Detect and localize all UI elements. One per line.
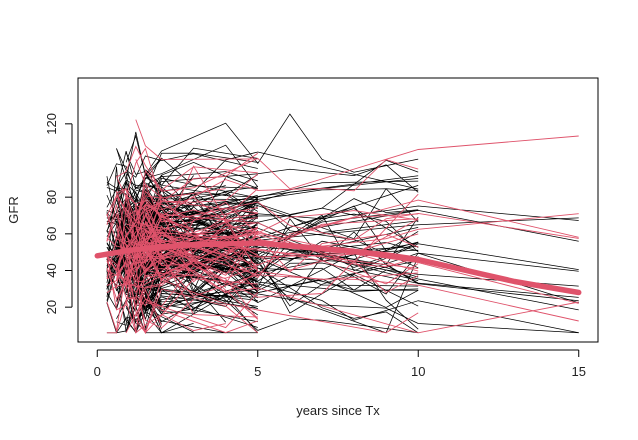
individual-line-highlight [135,288,162,326]
individual-line [125,172,162,210]
individual-line-highlight [145,218,419,239]
individual-line [145,296,258,328]
individual-line [125,134,194,187]
individual-line [125,255,258,301]
individual-line-highlight [135,159,162,199]
individual-line-highlight [116,265,258,334]
individual-line [135,193,579,249]
y-axis-label: GFR [6,196,21,223]
individual-line [126,312,194,334]
individual-line-highlight [116,230,419,301]
individual-line [116,253,419,330]
individual-line-highlight [125,188,226,223]
y-tick-label: 40 [44,263,59,277]
individual-line-highlight [106,183,579,241]
y-tick-label: 120 [44,113,59,135]
mean-trajectory-line [94,240,582,296]
individual-line [145,279,258,309]
individual-line [116,158,162,190]
individual-line-highlight [135,246,258,283]
individual-line-highlight [135,119,258,160]
individual-line-highlight [135,198,162,242]
individual-line-highlight [116,213,259,291]
individual-line-highlight [125,197,194,254]
x-tick-label: 5 [254,364,261,379]
individual-line [116,179,258,206]
individual-line [126,188,258,222]
y-tick-label: 60 [44,227,59,241]
y-tick-label: 20 [44,300,59,314]
individual-line-highlight [135,253,258,318]
x-axis-label: years since Tx [296,403,380,418]
individual-line [116,254,579,334]
plot-frame [77,77,599,343]
individual-line-highlight [106,195,419,260]
individual-line-highlight [125,296,194,329]
individual-line-highlight [125,252,419,335]
individual-line-highlight [144,194,162,228]
individual-line-highlight [106,195,194,243]
individual-line-highlight [135,213,579,270]
individual-line-highlight [106,246,579,322]
individual-line-highlight [106,247,194,286]
individual-line-highlight [116,135,579,245]
individual-line-highlight [135,288,259,334]
individual-line [116,148,258,178]
x-tick-label: 15 [572,364,586,379]
individual-line [135,256,419,334]
mean-curve [94,240,582,296]
individual-line [116,113,419,180]
individual-line-highlight [106,260,259,320]
individual-line-highlight [106,188,162,226]
x-axis: 0 5 10 15 [94,349,586,379]
individual-line-highlight [145,292,259,329]
individual-line-highlight [116,204,259,280]
individual-line-highlight [145,200,258,221]
individual-line-highlight [106,298,226,334]
individual-line-highlight [106,233,419,331]
y-tick-label: 80 [44,190,59,204]
individual-line [106,241,579,297]
individual-line [125,305,162,334]
x-tick-label: 0 [94,364,101,379]
individual-line [145,265,259,314]
individual-line [116,151,258,194]
y-axis: 20 40 60 80 120 [44,113,73,314]
x-tick-label: 10 [411,364,425,379]
